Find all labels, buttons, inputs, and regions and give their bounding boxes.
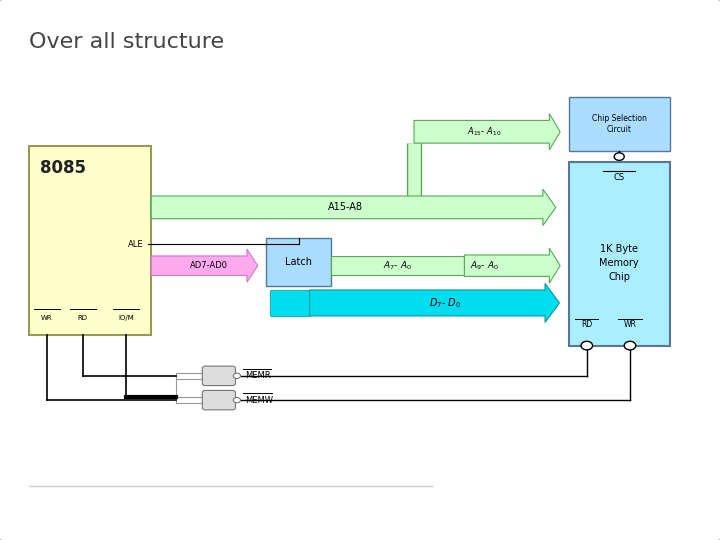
Text: CS: CS bbox=[613, 173, 625, 182]
Text: MEMW: MEMW bbox=[246, 396, 274, 404]
Text: $D_7$- $D_0$: $D_7$- $D_0$ bbox=[428, 296, 461, 310]
FancyBboxPatch shape bbox=[569, 162, 670, 346]
Text: ALE: ALE bbox=[128, 240, 144, 248]
Text: WR: WR bbox=[624, 320, 636, 329]
FancyArrow shape bbox=[414, 113, 560, 150]
Circle shape bbox=[624, 341, 636, 350]
FancyBboxPatch shape bbox=[202, 390, 235, 410]
Text: 1K Byte
Memory
Chip: 1K Byte Memory Chip bbox=[599, 244, 639, 282]
Text: $A_{15}$- $A_{10}$: $A_{15}$- $A_{10}$ bbox=[467, 125, 501, 138]
FancyArrow shape bbox=[151, 189, 556, 226]
Circle shape bbox=[233, 397, 240, 403]
Text: Latch: Latch bbox=[285, 257, 312, 267]
FancyBboxPatch shape bbox=[202, 366, 235, 386]
Bar bbox=[270, 290, 310, 316]
Text: WR: WR bbox=[41, 315, 53, 321]
Text: RD: RD bbox=[581, 320, 593, 329]
Text: RD: RD bbox=[78, 315, 88, 321]
FancyBboxPatch shape bbox=[29, 146, 151, 335]
FancyArrow shape bbox=[310, 284, 559, 322]
Text: MEMR: MEMR bbox=[246, 372, 271, 380]
Text: 8085: 8085 bbox=[40, 159, 86, 177]
Text: $A_7$- $A_0$: $A_7$- $A_0$ bbox=[384, 259, 412, 272]
FancyBboxPatch shape bbox=[266, 238, 331, 286]
FancyBboxPatch shape bbox=[569, 97, 670, 151]
Text: Over all structure: Over all structure bbox=[29, 32, 224, 52]
Circle shape bbox=[581, 341, 593, 350]
Circle shape bbox=[233, 373, 240, 379]
FancyArrow shape bbox=[464, 248, 560, 283]
Text: Chip Selection
Circuit: Chip Selection Circuit bbox=[592, 114, 647, 134]
FancyArrow shape bbox=[151, 249, 258, 282]
Circle shape bbox=[614, 153, 624, 160]
Text: IO/M: IO/M bbox=[118, 315, 134, 321]
Text: $A_9$- $A_0$: $A_9$- $A_0$ bbox=[470, 259, 499, 272]
Text: A15-A8: A15-A8 bbox=[328, 202, 363, 212]
Text: AD7-AD0: AD7-AD0 bbox=[190, 261, 228, 270]
FancyArrow shape bbox=[331, 256, 464, 275]
